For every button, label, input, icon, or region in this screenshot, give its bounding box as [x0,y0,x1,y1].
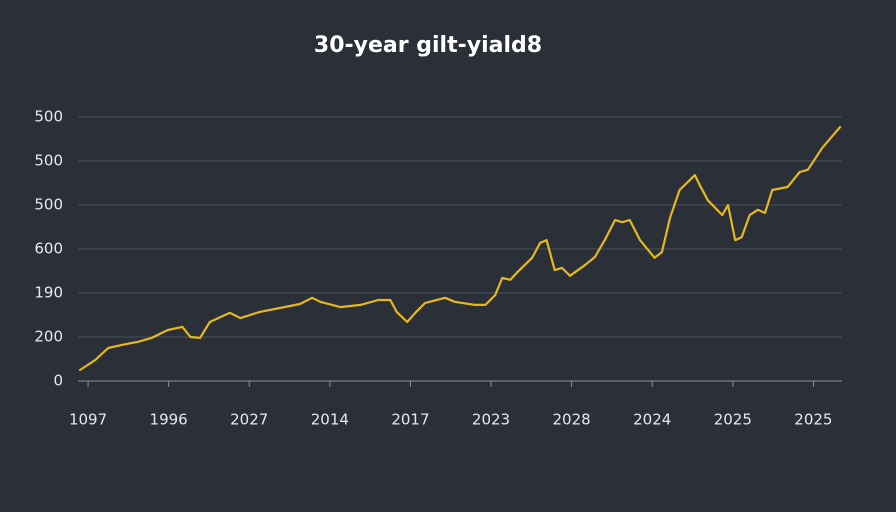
x-tick-label: 2028 [553,411,591,429]
x-tick-label: 2027 [230,411,268,429]
x-tick-label: 1996 [150,411,188,429]
y-tick-label: 500 [34,196,63,214]
y-tick-label: 500 [34,152,63,170]
y-tick-label: 0 [53,372,63,390]
y-tick-label: 600 [34,240,63,258]
y-tick-label: 500 [34,108,63,126]
x-tick-label: 1097 [69,411,107,429]
x-tick-label: 2024 [633,411,671,429]
data-line [78,126,842,372]
x-tick-label: 2017 [391,411,429,429]
x-tick-label: 2025 [794,411,832,429]
y-tick-label: 190 [34,284,63,302]
y-tick-label: 200 [34,328,63,346]
chart-title: 30-year gilt-yiald8 [314,33,542,58]
x-tick-label: 2025 [714,411,752,429]
x-tick-label: 2023 [472,411,510,429]
x-tick-label: 2014 [311,411,349,429]
